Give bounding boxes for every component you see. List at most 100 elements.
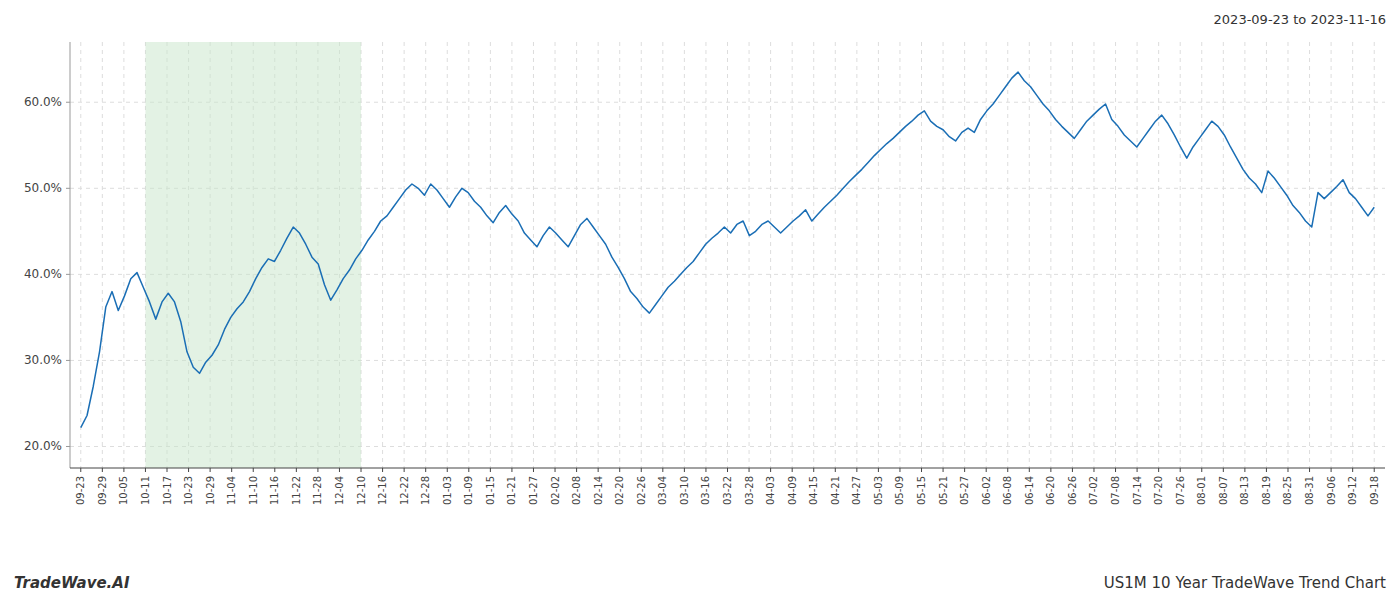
x-grid-line [770,42,771,468]
x-grid-line [533,42,534,468]
x-tick [1050,468,1051,472]
x-tick-label: 09-06 [1326,476,1337,505]
x-tick [188,468,189,472]
x-tick [1007,468,1008,472]
x-tick-label: 05-27 [959,476,970,505]
x-tick-label: 07-08 [1110,476,1121,505]
x-tick-label: 09-29 [97,476,108,505]
y-tick [66,446,70,447]
x-tick [145,468,146,472]
x-tick [705,468,706,472]
x-tick-label: 02-26 [636,476,647,505]
x-tick [468,468,469,472]
x-tick [964,468,965,472]
x-tick-label: 11-10 [248,476,259,505]
x-tick-label: 05-09 [894,476,905,505]
x-tick [167,468,168,472]
x-tick-label: 05-03 [873,476,884,505]
x-tick-label: 01-09 [463,476,474,505]
x-grid-line [792,42,793,468]
x-grid-line [964,42,965,468]
x-grid-line [1287,42,1288,468]
x-tick-label: 08-07 [1218,476,1229,505]
x-tick-label: 10-17 [162,476,173,505]
x-tick-label: 01-15 [485,476,496,505]
x-grid-line [856,42,857,468]
x-tick-label: 02-20 [614,476,625,505]
x-tick-label: 08-13 [1239,476,1250,505]
x-grid-line [1374,42,1375,468]
x-grid-line [1309,42,1310,468]
x-grid-line [80,42,81,468]
plot-area [81,42,1374,468]
x-grid-line [1115,42,1116,468]
x-tick [1029,468,1030,472]
x-grid-line [641,42,642,468]
x-grid-line [1007,42,1008,468]
x-grid-line [878,42,879,468]
x-tick-label: 10-05 [118,476,129,505]
x-tick [555,468,556,472]
x-tick [1331,468,1332,472]
x-tick-label: 05-15 [916,476,927,505]
x-grid-line [899,42,900,468]
y-tick-label: 50.0% [24,181,62,195]
x-tick-label: 03-04 [657,476,668,505]
x-tick-label: 11-22 [291,476,302,505]
x-tick [1093,468,1094,472]
x-tick-label: 11-16 [269,476,280,505]
x-tick-label: 12-22 [399,476,410,505]
x-grid-line [921,42,922,468]
x-grid-line [1201,42,1202,468]
x-tick [102,468,103,472]
y-tick [66,274,70,275]
x-tick-label: 04-21 [830,476,841,505]
x-tick [943,468,944,472]
x-tick-label: 07-20 [1153,476,1164,505]
x-tick-label: 06-02 [981,476,992,505]
trend-line [81,72,1374,427]
x-grid-line [468,42,469,468]
x-tick [878,468,879,472]
x-tick [749,468,750,472]
x-grid-line [1093,42,1094,468]
x-tick [684,468,685,472]
x-tick [1287,468,1288,472]
x-tick-label: 12-16 [377,476,388,505]
x-tick-label: 03-28 [744,476,755,505]
x-tick-label: 08-19 [1261,476,1272,505]
x-tick-label: 06-26 [1067,476,1078,505]
x-tick-label: 09-12 [1347,476,1358,505]
x-grid-line [705,42,706,468]
y-tick-label: 30.0% [24,353,62,367]
x-grid-line [511,42,512,468]
x-grid-line [662,42,663,468]
x-tick [533,468,534,472]
x-grid-line [727,42,728,468]
x-tick-label: 08-25 [1282,476,1293,505]
x-grid-line [1223,42,1224,468]
x-tick-label: 02-08 [571,476,582,505]
x-grid-line [102,42,103,468]
x-tick [921,468,922,472]
x-tick [1352,468,1353,472]
x-tick [835,468,836,472]
x-tick [253,468,254,472]
x-grid-line [749,42,750,468]
x-tick [598,468,599,472]
x-tick [511,468,512,472]
annotation: TradeWave.AI [14,574,130,592]
x-tick-label: 10-11 [140,476,151,505]
x-tick-label: 03-10 [679,476,690,505]
x-grid-line [813,42,814,468]
y-tick [66,102,70,103]
y-tick [66,360,70,361]
x-tick [856,468,857,472]
x-tick-label: 01-03 [442,476,453,505]
x-grid-line [1029,42,1030,468]
x-tick [770,468,771,472]
x-tick [274,468,275,472]
x-tick [1244,468,1245,472]
x-grid-line [943,42,944,468]
x-tick [339,468,340,472]
